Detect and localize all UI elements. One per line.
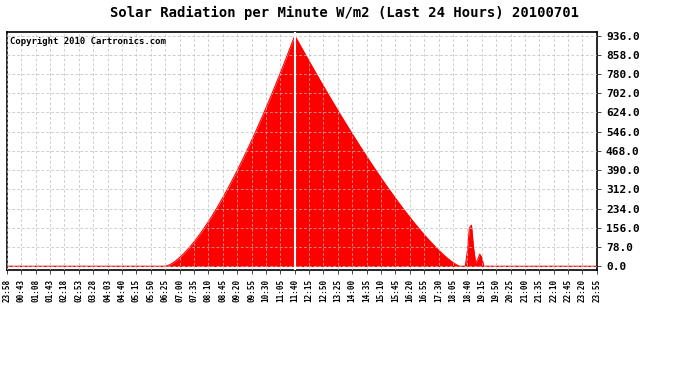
Text: Copyright 2010 Cartronics.com: Copyright 2010 Cartronics.com (10, 37, 166, 46)
Text: Solar Radiation per Minute W/m2 (Last 24 Hours) 20100701: Solar Radiation per Minute W/m2 (Last 24… (110, 6, 580, 20)
